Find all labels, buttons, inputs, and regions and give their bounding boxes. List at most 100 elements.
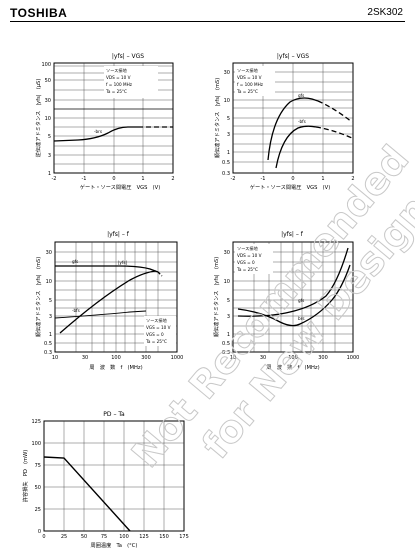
chart-c4-xtick-2: 30 [260,355,266,361]
chart-c3-series-label-1: gfs [72,259,78,264]
chart-c5-xtick-3: 50 [81,534,87,540]
chart-c3-cond-1: ソース接地 [146,317,168,324]
chart-c3-ytick-2: 10 [46,279,52,285]
chart-c3-ytick-7: 0.3 [44,350,52,356]
chart-c5-title: PD – Ta [103,411,125,418]
chart-c5-ytick-5: 25 [35,507,41,513]
chart-c3: |yfs| – f ソース接地 VGS = 10 V [34,231,183,371]
chart-c3-xtick-2: 30 [82,355,88,361]
chart-c5-ytick-6: 0 [38,529,41,535]
chart-c1: |yfs| – VGS ソース接地 VDS = 10 V f = 100 MHz… [34,53,175,191]
chart-c2-series-label-2: -bfs [298,119,306,124]
chart-c2-ytick-6: 0.5 [222,160,230,166]
page-header: TOSHIBA 2SK302 [10,6,405,20]
chart-c4-ytick-7: 0.3 [222,350,230,356]
chart-c2-ytick-1: 30 [224,70,230,76]
chart-c5: PD – Ta 125 100 75 50 25 0 0 25 50 [21,411,189,549]
chart-c4-xlabel: 周 波 数 f (MHz) [266,363,319,371]
chart-c2-xtick-1: -2 [231,176,236,182]
chart-c1-ytick-5: 5 [48,134,51,140]
chart-c4-cond-4: Ta = 25°C [236,267,258,272]
chart-c2-ytick-2: 10 [224,98,230,104]
chart-c1-ytick-7: 1 [48,171,51,177]
header-rule [10,21,405,22]
chart-c1-xlabel: ゲート・ソース間電圧 VGS (V) [80,183,160,191]
chart-c1-xtick-2: -1 [82,176,87,182]
chart-c2-ytick-5: 1 [227,150,230,156]
chart-c2-ytick-3: 5 [227,116,230,122]
chart-c5-ytick-2: 100 [31,441,41,447]
chart-c5-xtick-2: 25 [61,534,67,540]
chart-c4-cond-1: ソース接地 [237,245,259,252]
chart-c5-xtick-1: 0 [42,534,45,540]
chart-c3-ytick-4: 3 [49,314,52,320]
company-logo: TOSHIBA [10,6,68,20]
chart-c5-xtick-7: 150 [159,534,169,540]
chart-c4-ytick-2: 10 [224,279,230,285]
chart-c1-ytick-4: 10 [45,116,51,122]
chart-c3-xtick-4: 300 [141,355,151,361]
chart-c3-xtick-5: 1000 [171,355,184,361]
chart-c4: |yfs| – f ソース接地 VDS = 10 V [212,231,359,371]
chart-c2-ytick-4: 3 [227,132,230,138]
chart-c3-title: |yfs| – f [107,231,130,238]
chart-c4-series-label-2: brs [298,316,305,321]
chart-c1-ytick-6: 3 [48,153,51,159]
chart-c2-ytick-7: 0.3 [222,171,230,177]
chart-c4-ytick-5: 1 [227,332,230,338]
chart-c1-xtick-4: 1 [141,176,144,182]
chart-c1-xtick-3: 0 [112,176,115,182]
chart-c3-xtick-3: 100 [111,355,121,361]
chart-c5-xtick-6: 125 [139,534,149,540]
chart-c5-xtick-8: 175 [179,534,189,540]
chart-c3-ylabel: 順伝達アドミタンス |yfs| (mS) [34,257,42,337]
chart-c3-ytick-6: 0.5 [44,341,52,347]
chart-c1-series-label: -brs [94,129,102,134]
chart-c2-xlabel: ゲート・ソース間電圧 VGS (V) [250,183,330,191]
chart-c3-xtick-1: 10 [52,355,58,361]
chart-c2-ylabel: 順伝達アドミタンス |yfs| (mS) [213,78,221,158]
chart-c5-ytick-3: 75 [35,463,41,469]
chart-c3-series-label-3: -bfs [72,308,80,313]
chart-c4-ylabel: 順伝達アドミタンス |yfs| (mS) [212,257,220,337]
chart-c2: |yfs| – VGS ソース接地 VDS = 10 V f = 100 MHz… [213,53,355,191]
chart-c3-cond-3: VGS = 0 [146,332,164,337]
chart-c2-cond-2: VDS = 10 V [237,75,262,80]
chart-c4-xtick-3: 100 [288,355,298,361]
chart-c5-xlabel: 周囲温度 Ta (°C) [91,541,138,549]
chart-c4-ytick-3: 5 [227,298,230,304]
chart-c2-cond-3: f = 100 MHz [237,82,264,87]
chart-c5-ytick-1: 125 [31,419,41,425]
chart-c4-xtick-5: 1000 [347,355,360,361]
chart-c2-title: |yfs| – VGS [277,53,309,60]
chart-c3-xlabel: 周 波 数 f (MHz) [89,363,142,371]
chart-c1-ylabel: 逆伝達アドミタンス |yfs| (μS) [34,79,42,158]
chart-c2-xtick-4: 1 [321,176,324,182]
chart-c1-cond-3: f = 100 MHz [106,82,133,87]
chart-c4-title: |yfs| – f [281,231,304,238]
chart-c1-cond-1: ソース接地 [106,67,128,74]
chart-c1-ytick-3: 30 [45,98,51,104]
chart-c2-xtick-3: 0 [291,176,294,182]
chart-c3-series-label-2: |yfs| [118,260,127,265]
chart-c1-title: |yfs| – VGS [112,53,144,60]
chart-c3-ytick-3: 5 [49,298,52,304]
chart-c2-series-label-1: gfs [298,93,304,98]
chart-c2-xtick-2: -1 [261,176,266,182]
chart-c1-xtick-5: 2 [171,176,174,182]
chart-c1-xtick-1: -2 [52,176,57,182]
chart-c5-xtick-5: 100 [119,534,129,540]
chart-c4-xtick-4: 300 [318,355,328,361]
chart-c4-cond-3: VGS = 0 [237,260,255,265]
chart-c3-cond-4: Ta = 25°C [145,339,167,344]
chart-c1-cond-4: Ta = 25°C [105,89,127,94]
chart-c2-cond-4: Ta = 25°C [236,89,258,94]
chart-c1-cond-2: VDS = 10 V [106,75,131,80]
chart-c5-xtick-4: 75 [101,534,107,540]
chart-c3-ytick-5: 1 [49,332,52,338]
part-number: 2SK302 [367,7,403,18]
chart-c5-ytick-4: 50 [35,485,41,491]
chart-c4-series-label-1: gfs [298,298,304,303]
chart-c3-cond-2: VGS = 10 V [146,325,171,330]
